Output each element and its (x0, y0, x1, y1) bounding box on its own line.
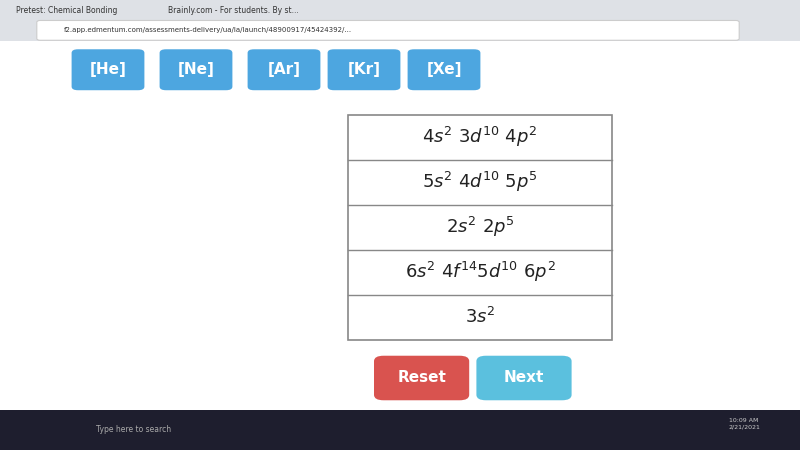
Text: [He]: [He] (90, 62, 126, 77)
Bar (348, 115, 612, 340)
FancyBboxPatch shape (477, 356, 571, 400)
FancyBboxPatch shape (160, 50, 232, 90)
FancyBboxPatch shape (37, 20, 739, 40)
Text: [Ne]: [Ne] (178, 62, 214, 77)
Bar (0, 0, 800, 40)
Text: Next: Next (504, 370, 544, 386)
Text: Brainly.com - For students. By st...: Brainly.com - For students. By st... (168, 5, 298, 14)
Text: [Xe]: [Xe] (426, 62, 462, 77)
Text: Pretest: Chemical Bonding: Pretest: Chemical Bonding (16, 5, 118, 14)
FancyBboxPatch shape (374, 356, 469, 400)
Text: f2.app.edmentum.com/assessments-delivery/ua/la/launch/48900917/45424392/...: f2.app.edmentum.com/assessments-delivery… (64, 27, 352, 33)
Text: $5s^2\ 4d^{10}\ 5p^5$: $5s^2\ 4d^{10}\ 5p^5$ (422, 170, 538, 194)
FancyBboxPatch shape (328, 50, 401, 90)
Bar (0, 410, 800, 450)
Text: $6s^2\ 4f^{14}5d^{10}\ 6p^2$: $6s^2\ 4f^{14}5d^{10}\ 6p^2$ (405, 260, 555, 284)
Bar (0, 40, 800, 410)
FancyBboxPatch shape (72, 50, 145, 90)
Text: $4s^2\ 3d^{10}\ 4p^2$: $4s^2\ 3d^{10}\ 4p^2$ (422, 125, 538, 149)
Text: Type here to search: Type here to search (96, 425, 171, 434)
Text: [Kr]: [Kr] (347, 62, 381, 77)
Text: $2s^2\ 2p^5$: $2s^2\ 2p^5$ (446, 215, 514, 239)
FancyBboxPatch shape (408, 50, 480, 90)
Text: $3s^2$: $3s^2$ (465, 307, 495, 327)
Text: [Ar]: [Ar] (267, 62, 301, 77)
FancyBboxPatch shape (248, 50, 320, 90)
Text: 10:09 AM
2/21/2021: 10:09 AM 2/21/2021 (728, 418, 760, 429)
Text: Reset: Reset (397, 370, 446, 386)
